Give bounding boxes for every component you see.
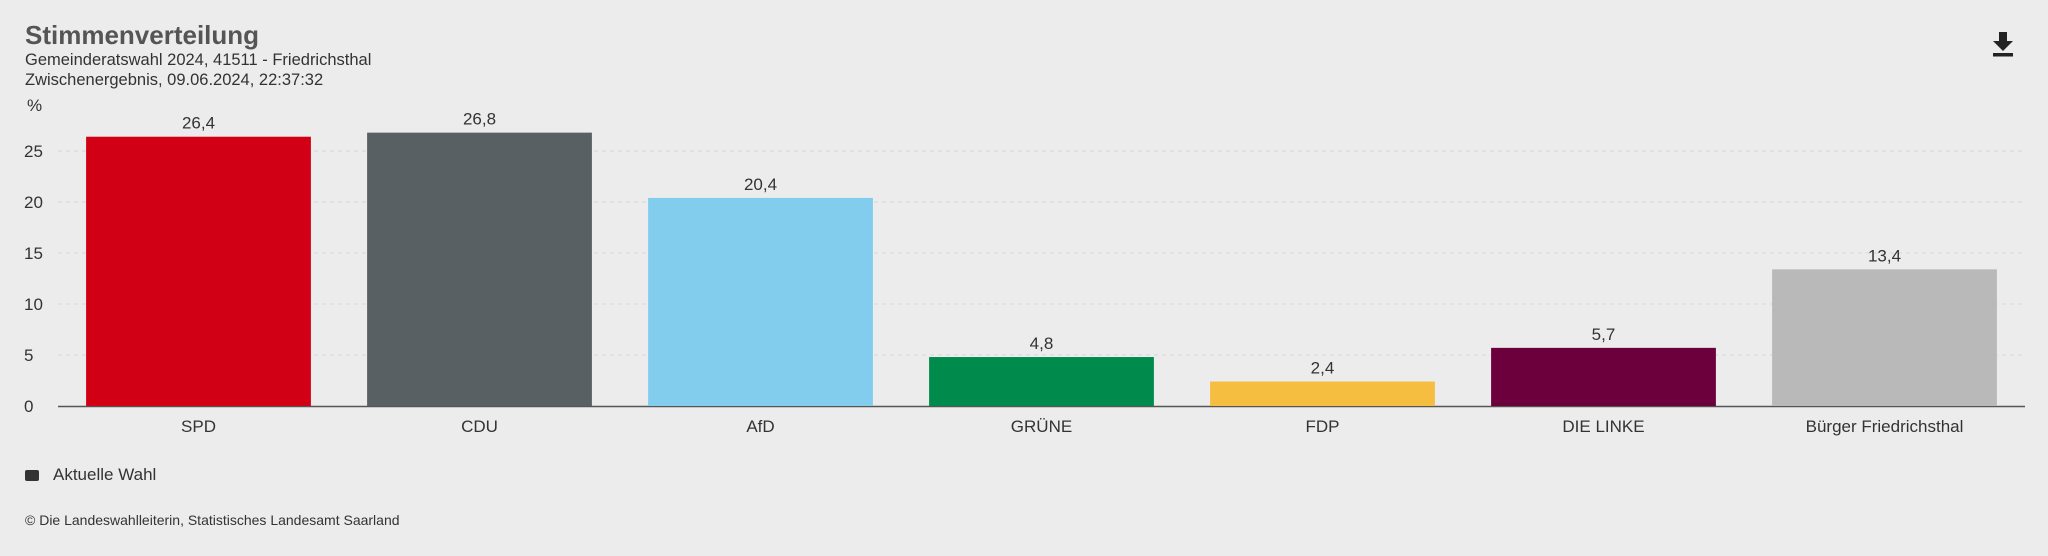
- bar-value-label: 13,4: [1868, 246, 1901, 265]
- legend-label: Aktuelle Wahl: [53, 465, 157, 484]
- legend-item-aktuelle-wahl[interactable]: Aktuelle Wahl: [25, 465, 156, 485]
- bar-value-label: 26,4: [182, 114, 215, 133]
- bar-die-linke[interactable]: [1491, 347, 1716, 406]
- bar-value-label: 5,7: [1592, 325, 1616, 344]
- x-tick-label: SPD: [181, 417, 216, 436]
- y-tick-label: 15: [24, 244, 43, 263]
- y-tick-label: 5: [24, 346, 33, 365]
- download-icon: [1993, 32, 2013, 57]
- bar-fdp[interactable]: [1210, 381, 1435, 406]
- bar-grüne[interactable]: [929, 357, 1154, 406]
- bar-chart: % 0 5 10 15 20 25 26,4 SPD 26,8 CDU 20,4 AfD 4,8 GRÜ…: [24, 96, 2025, 436]
- source-credit: © Die Landeswahlleiterin, Statistisches …: [25, 512, 400, 528]
- chart-subtitle-election: Gemeinderatswahl 2024, 41511 - Friedrich…: [25, 51, 372, 69]
- y-tick-label: 0: [24, 397, 33, 416]
- y-tick-label: 20: [24, 193, 43, 212]
- x-tick-label: DIE LINKE: [1562, 417, 1644, 436]
- x-tick-label: CDU: [461, 417, 498, 436]
- chart-subtitle-status: Zwischenergebnis, 09.06.2024, 22:37:32: [25, 71, 324, 89]
- y-axis-unit-label: %: [27, 96, 42, 115]
- bar-value-label: 4,8: [1030, 334, 1054, 353]
- bar-cdu[interactable]: [367, 132, 592, 406]
- bar-afd[interactable]: [648, 197, 873, 406]
- bar-value-label: 26,8: [463, 110, 496, 129]
- bar-value-label: 20,4: [744, 175, 777, 194]
- bar-value-label: 2,4: [1311, 359, 1335, 378]
- x-tick-label: Bürger Friedrichsthal: [1806, 417, 1964, 436]
- y-tick-label: 25: [24, 142, 43, 161]
- chart-title: Stimmenverteilung: [25, 20, 260, 50]
- x-tick-label: FDP: [1306, 417, 1340, 436]
- bar-spd[interactable]: [86, 136, 311, 406]
- y-tick-label: 10: [24, 295, 43, 314]
- bar-bürger-friedrichsthal[interactable]: [1772, 269, 1997, 406]
- download-button[interactable]: [1988, 28, 2018, 58]
- x-tick-label: AfD: [746, 417, 774, 436]
- x-tick-label: GRÜNE: [1011, 417, 1072, 436]
- legend-swatch: [25, 469, 39, 481]
